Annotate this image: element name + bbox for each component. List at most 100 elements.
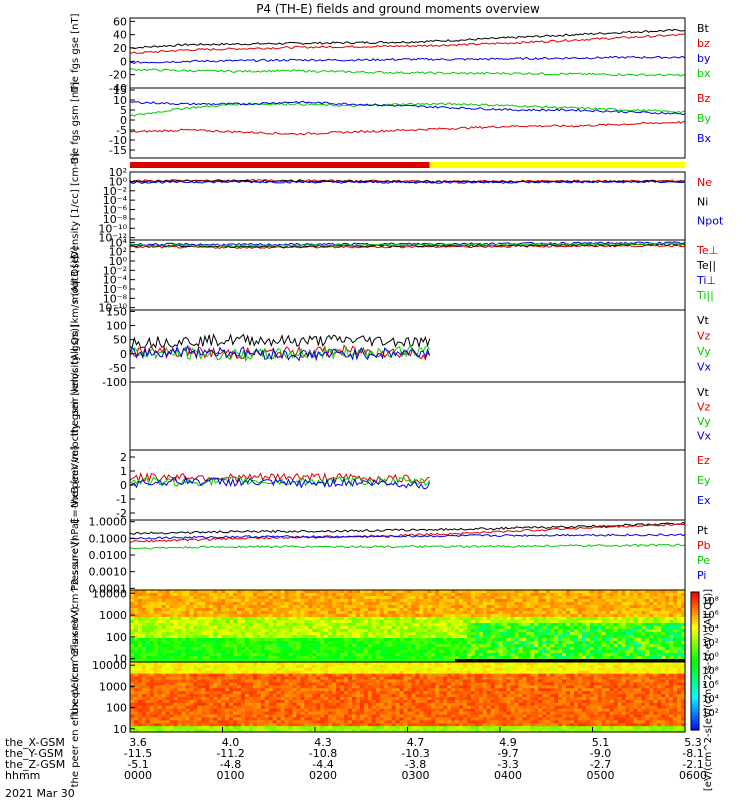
- heatmap-cell: [411, 608, 417, 612]
- heatmap-cell: [534, 641, 539, 645]
- heatmap-cell: [189, 659, 195, 663]
- heatmap-cell: [141, 667, 147, 672]
- heatmap-cell: [161, 647, 167, 651]
- heatmap-cell: [336, 626, 341, 630]
- heatmap-cell: [574, 647, 579, 651]
- heatmap-cell: [344, 632, 349, 636]
- heatmap-cell: [268, 711, 274, 716]
- heatmap-cell: [177, 617, 183, 621]
- heatmap-cell: [328, 670, 333, 675]
- heatmap-cell: [645, 644, 650, 648]
- heatmap-cell: [308, 673, 313, 678]
- heatmap-cell: [324, 608, 329, 612]
- heatmap-cell: [324, 620, 329, 624]
- heatmap-cell: [284, 726, 290, 730]
- heatmap-cell: [312, 629, 317, 633]
- heatmap-cell: [252, 656, 258, 660]
- heatmap-cell: [383, 650, 389, 654]
- heatmap-cell: [518, 614, 524, 618]
- heatmap-cell: [641, 608, 646, 612]
- heatmap-cell: [153, 614, 159, 618]
- heatmap-cell: [149, 682, 155, 686]
- heatmap-cell: [554, 599, 559, 603]
- heatmap-cell: [506, 635, 512, 639]
- heatmap-cell: [308, 623, 313, 627]
- heatmap-cell: [613, 602, 619, 606]
- heatmap-cell: [340, 590, 345, 594]
- heatmap-cell: [411, 611, 417, 615]
- heatmap-cell: [137, 699, 143, 704]
- heatmap-cell: [657, 635, 662, 639]
- heatmap-cell: [157, 626, 163, 630]
- heatmap-cell: [201, 599, 206, 603]
- heatmap-cell: [550, 599, 555, 603]
- heatmap-cell: [443, 635, 448, 639]
- heatmap-cell: [570, 644, 575, 648]
- heatmap-cell: [161, 617, 167, 621]
- heatmap-cell: [570, 623, 575, 627]
- heatmap-cell: [189, 708, 195, 713]
- heatmap-cell: [161, 599, 167, 603]
- heatmap-cell: [237, 635, 242, 639]
- heatmap-cell: [332, 670, 337, 675]
- heatmap-cell: [534, 602, 539, 606]
- heatmap-cell: [677, 608, 682, 612]
- heatmap-cell: [423, 623, 428, 627]
- heatmap-cell: [237, 611, 242, 615]
- heatmap-cell: [312, 711, 317, 716]
- heatmap-cell: [213, 605, 218, 609]
- heatmap-cell: [197, 641, 202, 645]
- heatmap-cell: [470, 593, 476, 597]
- heatmap-cell: [542, 608, 547, 612]
- heatmap-cell: [272, 596, 278, 600]
- heatmap-cell: [233, 632, 238, 636]
- heatmap-cell: [641, 593, 646, 597]
- heatmap-cell: [181, 593, 187, 597]
- heatmap-cell: [217, 650, 222, 654]
- heatmap-cell: [173, 611, 179, 615]
- heatmap-cell: [538, 626, 543, 630]
- heatmap-cell: [248, 699, 254, 704]
- heatmap-cell: [359, 726, 365, 730]
- heatmap-cell: [562, 653, 567, 657]
- heatmap-cell: [399, 635, 405, 639]
- heatmap-cell: [593, 641, 599, 645]
- heatmap-cell: [221, 632, 226, 636]
- heatmap-cell: [276, 682, 282, 686]
- heatmap-cell: [538, 638, 543, 642]
- heatmap-cell: [534, 620, 539, 624]
- heatmap-cell: [244, 729, 250, 733]
- heatmap-cell: [205, 596, 210, 600]
- heatmap-cell: [133, 647, 139, 651]
- heatmap-cell: [661, 626, 666, 630]
- heatmap-cell: [272, 682, 278, 686]
- heatmap-cell: [145, 596, 151, 600]
- heatmap-cell: [201, 726, 206, 730]
- heatmap-cell: [498, 605, 504, 609]
- heatmap-cell: [300, 605, 306, 609]
- heatmap-cell: [474, 644, 480, 648]
- heatmap-cell: [157, 702, 163, 707]
- heatmap-cell: [570, 620, 575, 624]
- heatmap-cell: [233, 590, 238, 594]
- heatmap-cell: [264, 626, 270, 630]
- heatmap-cell: [213, 608, 218, 612]
- heatmap-cell: [336, 614, 341, 618]
- heatmap-cell: [181, 647, 187, 651]
- heatmap-cell: [617, 605, 623, 609]
- heatmap-cell: [252, 608, 258, 612]
- heatmap-cell: [130, 708, 135, 713]
- heatmap-cell: [665, 620, 670, 624]
- heatmap-cell: [308, 717, 313, 721]
- heatmap-cell: [225, 590, 230, 594]
- heatmap-cell: [225, 611, 230, 615]
- heatmap-cell: [585, 617, 591, 621]
- heatmap-cell: [518, 638, 524, 642]
- heatmap-cell: [256, 650, 262, 654]
- heatmap-cell: [348, 641, 353, 645]
- heatmap-cell: [344, 720, 349, 724]
- heatmap-cell: [205, 608, 210, 612]
- heatmap-cell: [193, 593, 198, 597]
- heatmap-cell: [435, 602, 440, 606]
- heatmap-cell: [241, 711, 246, 716]
